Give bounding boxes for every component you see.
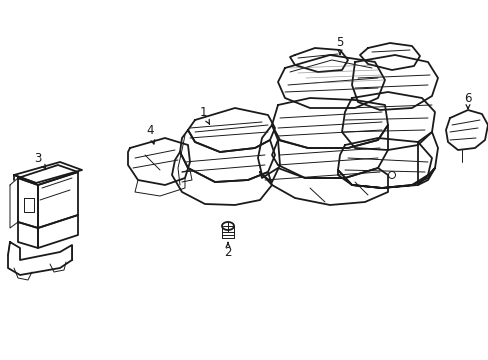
Text: 1: 1 xyxy=(199,105,209,124)
Text: 6: 6 xyxy=(463,91,471,109)
Text: 5: 5 xyxy=(336,36,343,54)
Text: 2: 2 xyxy=(224,243,231,258)
Text: 4: 4 xyxy=(146,123,154,144)
Text: 3: 3 xyxy=(34,152,46,169)
